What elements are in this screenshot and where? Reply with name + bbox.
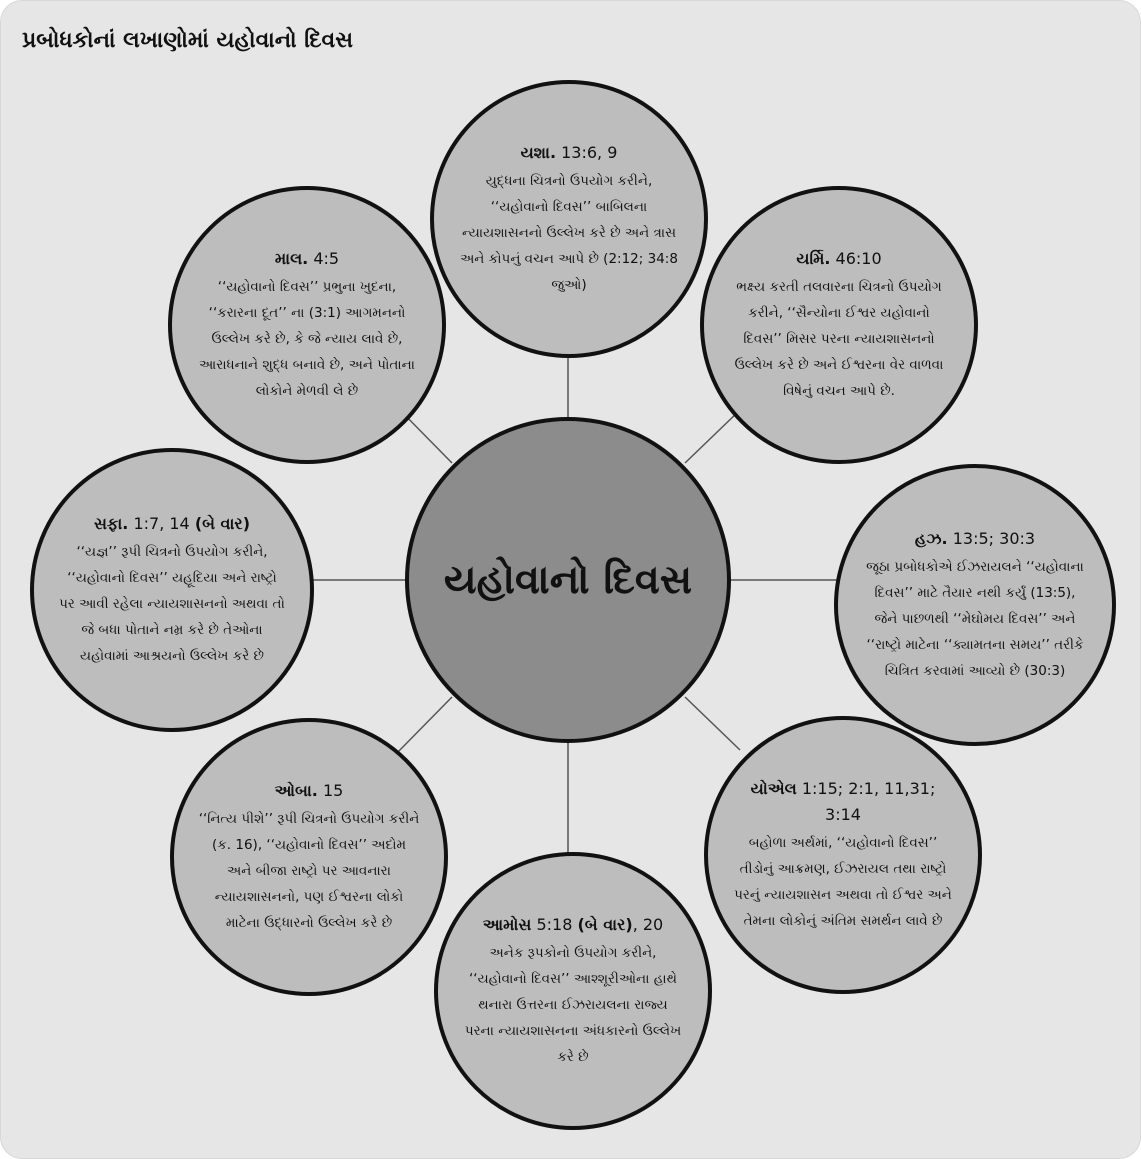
node-ezekiel-verses: 13:5; 30:3 (952, 529, 1036, 548)
node-zephaniah-book: સફા. (93, 514, 129, 533)
node-isaiah-verses: 13:6, 9 (561, 143, 618, 162)
node-zephaniah-reference: સફા. 1:7, 14 (બે વાર) (94, 511, 250, 537)
page-title: પ્રબોધકોનાં લખાણોમાં યહોવાનો દિવસ (22, 28, 354, 53)
node-malachi-book: માલ. (274, 249, 309, 268)
node-ezekiel: હઝ. 13:5; 30:3 જૂઠા પ્રબોધકોએ ઈઝરાયલને ‘… (834, 464, 1116, 746)
node-obadiah-reference: ઓબા. 15 (275, 778, 344, 804)
node-amos-verses: 5:18 (536, 915, 573, 934)
node-ezekiel-book: હઝ. (914, 529, 948, 548)
center-label: યહોવાનો દિવસ (443, 557, 693, 603)
node-obadiah-verses: 15 (322, 781, 344, 800)
node-amos-text: અનેક રૂપકોનો ઉપયોગ કરીને, ‘‘યહોવાનો દિવસ… (464, 945, 682, 1065)
node-ezekiel-text: જૂઠા પ્રબોધકોએ ઈઝરાયલને ‘‘યહોવાના દિવસ’’… (866, 559, 1084, 679)
node-isaiah: યશા. 13:6, 9 યુદ્ધના ચિત્રનો ઉપયોગ કરીને… (430, 80, 708, 358)
node-obadiah-book: ઓબા. (274, 781, 318, 800)
node-jeremiah-verses: 46:10 (835, 249, 882, 268)
node-joel-reference: યોએલ 1:15; 2:1, 11,31; 3:14 (732, 776, 954, 828)
node-joel: યોએલ 1:15; 2:1, 11,31; 3:14 બહોળા અર્થમા… (704, 716, 982, 994)
node-amos-emphasis: (બે વાર) (577, 915, 633, 934)
node-joel-text: બહોળા અર્થમાં, ‘‘યહોવાનો દિવસ’’ તીડોનું … (734, 835, 952, 929)
node-jeremiah-reference: યર્મિ. 46:10 (796, 246, 881, 272)
connector-jeremiah (684, 409, 741, 464)
node-zephaniah: સફા. 1:7, 14 (બે વાર) ‘‘યજ્ઞ’’ રૂપી ચિત્… (30, 448, 314, 732)
node-isaiah-reference: યશા. 13:6, 9 (521, 140, 618, 166)
node-zephaniah-verses: 1:7, 14 (133, 514, 190, 533)
node-isaiah-book: યશા. (520, 143, 557, 162)
node-malachi-verses: 4:5 (313, 249, 340, 268)
node-malachi-text: ‘‘યહોવાનો દિવસ’’ પ્રભુના ખુદના, ‘‘કરારના… (199, 279, 415, 399)
node-zephaniah-emphasis: (બે વાર) (194, 514, 251, 533)
node-joel-book: યોએલ (750, 779, 797, 798)
node-amos-verses-extra: , 20 (632, 915, 664, 934)
node-zephaniah-text: ‘‘યજ્ઞ’’ રૂપી ચિત્રનો ઉપયોગ કરીને, ‘‘યહો… (59, 544, 285, 664)
node-jeremiah: યર્મિ. 46:10 ભક્ષ્ય કરતી તલવારના ચિત્રનો… (700, 186, 978, 464)
node-amos-book: આમોસ (482, 915, 532, 934)
node-obadiah: ઓબા. 15 ‘‘નિત્ય પીશે’’ રૂપી ચિત્રનો ઉપયો… (170, 718, 448, 996)
node-malachi: માલ. 4:5 ‘‘યહોવાનો દિવસ’’ પ્રભુના ખુદના,… (168, 186, 446, 464)
node-jeremiah-book: યર્મિ. (796, 249, 831, 268)
node-amos: આમોસ 5:18 (બે વાર), 20 અનેક રૂપકોનો ઉપયો… (434, 852, 712, 1130)
node-jeremiah-text: ભક્ષ્ય કરતી તલવારના ચિત્રનો ઉપયોગ કરીને,… (734, 279, 944, 399)
node-joel-verses: 1:15; 2:1, 11,31; 3:14 (801, 779, 936, 824)
node-obadiah-text: ‘‘નિત્ય પીશે’’ રૂપી ચિત્રનો ઉપયોગ કરીને … (198, 811, 420, 931)
node-isaiah-text: યુદ્ધના ચિત્રનો ઉપયોગ કરીને, ‘‘યહોવાનો દ… (460, 173, 678, 293)
node-ezekiel-reference: હઝ. 13:5; 30:3 (915, 526, 1035, 552)
node-amos-reference: આમોસ 5:18 (બે વાર), 20 (483, 912, 663, 938)
center-circle: યહોવાનો દિવસ (405, 417, 731, 743)
connector-joel (684, 696, 741, 751)
connector-obadiah (394, 696, 453, 756)
node-malachi-reference: માલ. 4:5 (275, 246, 339, 272)
